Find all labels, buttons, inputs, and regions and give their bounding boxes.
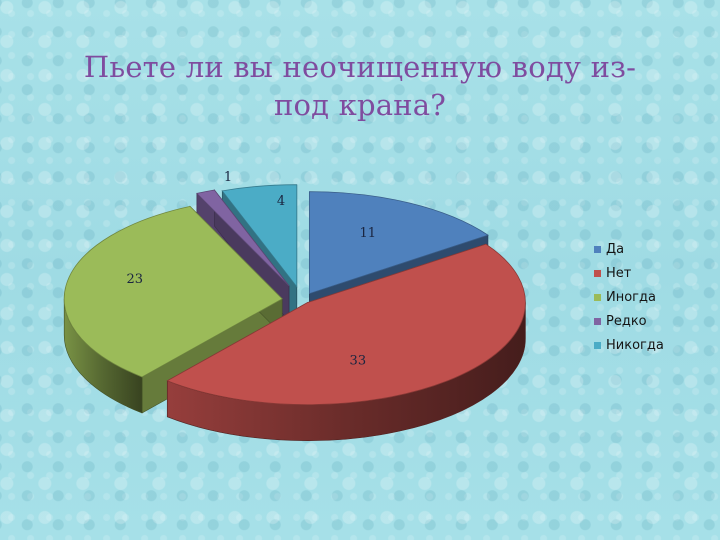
legend: Да Нет Иногда Редко Никогда	[594, 242, 664, 353]
slice-no	[166, 243, 526, 406]
legend-swatch-sometimes	[594, 294, 601, 301]
legend-label-yes: Да	[606, 242, 624, 257]
legend-swatch-never	[594, 342, 601, 349]
slice-never	[221, 184, 298, 288]
legend-label-rarely: Редко	[606, 314, 647, 329]
legend-swatch-yes	[594, 246, 601, 253]
legend-label-sometimes: Иногда	[606, 290, 656, 305]
legend-label-never: Никогда	[606, 338, 664, 353]
legend-swatch-no	[594, 270, 601, 277]
chart-title: Пьете ли вы неочищенную воду из-под кран…	[83, 50, 637, 122]
data-label-never: 4	[277, 194, 285, 209]
legend-label-no: Нет	[606, 266, 632, 281]
data-label-sometimes: 23	[127, 272, 144, 287]
slice-rarely	[196, 189, 290, 287]
slice-yes	[308, 191, 489, 295]
slice-sometimes	[63, 205, 283, 378]
data-label-no: 33	[350, 353, 367, 368]
data-label-yes: 11	[359, 226, 376, 241]
data-label-rarely: 1	[224, 170, 232, 185]
legend-swatch-rarely	[594, 318, 601, 325]
